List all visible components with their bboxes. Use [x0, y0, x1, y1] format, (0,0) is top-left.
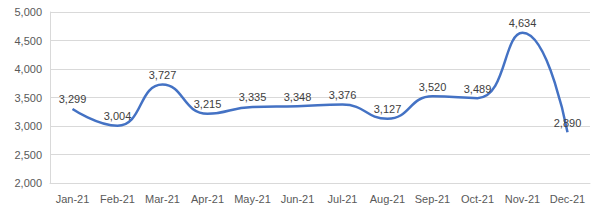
svg-text:3,000: 3,000: [14, 120, 42, 132]
svg-text:Nov-21: Nov-21: [505, 193, 540, 205]
svg-text:Aug-21: Aug-21: [370, 193, 405, 205]
svg-text:3,500: 3,500: [14, 92, 42, 104]
svg-text:Sep-21: Sep-21: [415, 193, 450, 205]
svg-text:5,000: 5,000: [14, 6, 42, 18]
svg-text:3,004: 3,004: [104, 110, 132, 122]
svg-text:3,215: 3,215: [194, 98, 222, 110]
svg-text:Mar-21: Mar-21: [145, 193, 180, 205]
svg-text:Apr-21: Apr-21: [191, 193, 224, 205]
svg-text:4,000: 4,000: [14, 63, 42, 75]
svg-text:2,000: 2,000: [14, 177, 42, 189]
svg-text:3,520: 3,520: [419, 81, 447, 93]
svg-text:2,890: 2,890: [554, 117, 582, 129]
svg-text:Jun-21: Jun-21: [281, 193, 315, 205]
svg-text:3,127: 3,127: [374, 103, 402, 115]
svg-text:3,299: 3,299: [59, 93, 87, 105]
svg-text:3,489: 3,489: [464, 83, 492, 95]
svg-text:4,500: 4,500: [14, 35, 42, 47]
svg-text:Dec-21: Dec-21: [550, 193, 585, 205]
svg-text:Oct-21: Oct-21: [461, 193, 494, 205]
svg-text:3,376: 3,376: [329, 89, 357, 101]
svg-text:2,500: 2,500: [14, 149, 42, 161]
svg-text:Jan-21: Jan-21: [56, 193, 90, 205]
svg-text:3,335: 3,335: [239, 91, 267, 103]
svg-text:3,348: 3,348: [284, 91, 312, 103]
svg-text:4,634: 4,634: [509, 17, 537, 29]
svg-text:3,727: 3,727: [149, 69, 177, 81]
svg-text:Feb-21: Feb-21: [100, 193, 135, 205]
svg-text:Jul-21: Jul-21: [328, 193, 358, 205]
svg-text:May-21: May-21: [234, 193, 271, 205]
